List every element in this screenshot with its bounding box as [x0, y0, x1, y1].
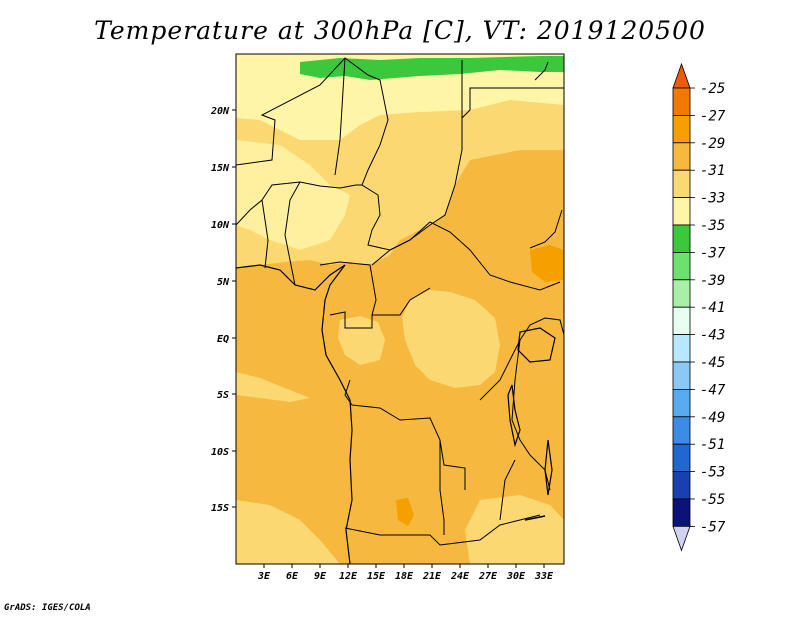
colorbar-label: -47 — [700, 382, 726, 398]
colorbar-box — [672, 443, 691, 473]
field-west-yellow — [236, 372, 310, 402]
colorbar-label: -25 — [700, 81, 725, 97]
lake-victoria — [517, 327, 556, 363]
colorbar-box — [672, 251, 691, 281]
temperature-field — [236, 54, 564, 564]
colorbar-box — [672, 224, 691, 253]
colorbar-label: -29 — [700, 136, 725, 152]
colorbar-label: -37 — [700, 245, 726, 261]
colorbar-box — [672, 498, 691, 527]
lat-label-10n: 10N — [211, 220, 230, 231]
colorbar-label: -41 — [700, 300, 725, 316]
lat-label-5n: 5N — [217, 277, 230, 288]
field-sw-yellow — [236, 500, 340, 564]
lon-label-9e: 9E — [314, 571, 327, 582]
lake-malawi — [544, 439, 553, 496]
lon-label-24e: 24E — [450, 571, 470, 582]
colorbar-box — [672, 197, 691, 226]
lon-label-30e: 30E — [506, 571, 526, 582]
lat-label-15s: 15S — [211, 503, 229, 514]
nile-coast — [534, 61, 549, 81]
colorbar-label: -43 — [700, 328, 725, 344]
colorbar-label: -55 — [700, 492, 725, 508]
field-se-yellow — [465, 495, 564, 564]
colorbar-label: -49 — [700, 410, 725, 426]
colorbar-box — [672, 361, 691, 390]
colorbar-label: -57 — [700, 519, 726, 535]
lat-label-5s: 5S — [217, 390, 229, 401]
colorbar-box — [672, 169, 691, 198]
coastline — [236, 264, 353, 564]
lon-label-6e: 6E — [286, 571, 299, 582]
colorbar-box — [672, 388, 691, 418]
lat-ticks — [232, 109, 236, 508]
colorbar-box — [672, 279, 691, 308]
grads-credit: GrADS: IGES/COLA — [4, 603, 91, 613]
lon-label-18e: 18E — [395, 571, 414, 582]
colorbar-label: -35 — [700, 218, 725, 234]
colorbar-box — [672, 87, 691, 116]
colorbar: -25 -27 -29 -31 -33 -35 -37 -39 -41 -43 -45 -47 -49 -… — [672, 62, 726, 552]
lon-label-15e: 15E — [367, 571, 386, 582]
colorbar-box — [672, 416, 691, 445]
lon-labels: 3E 6E 9E 12E 15E 18E 21E 24E 27E 30E 33E — [257, 571, 554, 582]
field-small-dark-orange — [396, 498, 414, 526]
country-borders — [236, 57, 564, 546]
lon-label-3e: 3E — [257, 571, 271, 582]
lat-label-20n: 20N — [210, 106, 230, 117]
colorbar-bottom-arrow — [672, 526, 691, 552]
colorbar-box — [672, 334, 691, 363]
lon-ticks — [263, 564, 545, 568]
colorbar-label: -39 — [700, 273, 725, 289]
lat-labels: 20N 15N 10N 5N EQ 5S 10S 15S — [210, 106, 230, 514]
colorbar-box — [672, 471, 691, 500]
colorbar-box — [672, 115, 691, 144]
lon-label-27e: 27E — [478, 571, 498, 582]
lon-label-33e: 33E — [534, 571, 554, 582]
colorbar-top-arrow — [672, 62, 691, 89]
colorbar-label: -53 — [700, 465, 725, 481]
colorbar-label: -51 — [700, 437, 725, 453]
lat-label-eq: EQ — [217, 334, 229, 345]
map-frame — [235, 53, 565, 565]
colorbar-label: -45 — [700, 355, 725, 371]
lon-label-21e: 21E — [422, 571, 442, 582]
colorbar-box — [672, 306, 691, 336]
lon-label-12e: 12E — [339, 571, 358, 582]
colorbar-label: -31 — [700, 163, 725, 179]
field-central-yellow — [402, 290, 500, 388]
lat-label-15n: 15N — [211, 163, 230, 174]
colorbar-box — [672, 142, 691, 171]
lat-label-10s: 10S — [211, 447, 229, 458]
lake-kariba — [524, 515, 546, 521]
colorbar-label: -27 — [700, 108, 726, 124]
map-title: Temperature at 300hPa [C], VT: 201912050… — [94, 16, 706, 45]
lake-tanganyika — [507, 384, 521, 448]
colorbar-label: -33 — [700, 191, 725, 207]
field-east-dark-orange — [530, 245, 564, 282]
